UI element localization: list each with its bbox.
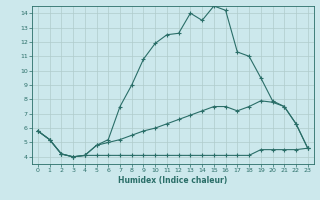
X-axis label: Humidex (Indice chaleur): Humidex (Indice chaleur) [118, 176, 228, 185]
